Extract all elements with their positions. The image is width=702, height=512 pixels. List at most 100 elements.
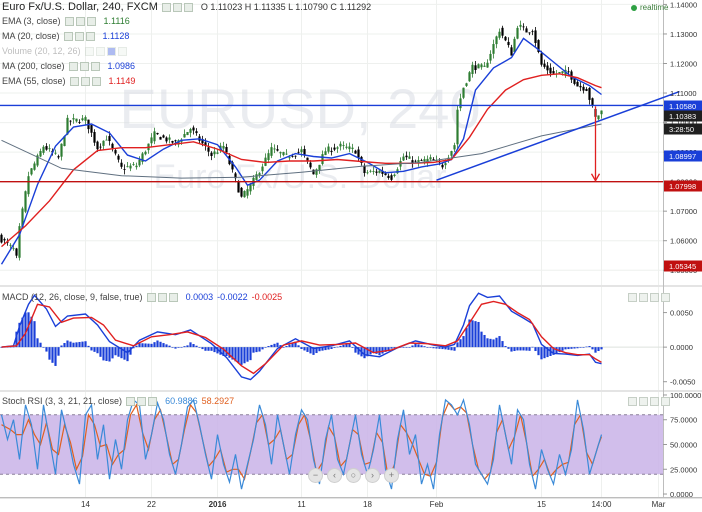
candle-body [429,157,432,160]
legend-row-ma200[interactable]: MA (200, close) 1.0986 [0,60,135,73]
settings-icon[interactable] [137,397,147,406]
macd-hist-bar [504,346,507,348]
macd-hist-bar [177,347,180,348]
macd-hist-bar [252,347,255,353]
candle-body [405,155,408,158]
pane-close-icon[interactable] [661,293,670,302]
legend-row-ema55[interactable]: EMA (55, close) 1.1149 [0,75,135,88]
candle-body [267,153,270,161]
candle-body [255,174,258,180]
pane-down-icon[interactable] [639,397,648,406]
macd-hist-bar [207,347,210,351]
macd-hist-bar [213,347,216,353]
candle-body [552,71,555,74]
price-tag [664,110,702,122]
time-tick-label: 18 [363,500,372,509]
macd-hist-bar [282,347,285,348]
candle-body [327,146,330,152]
settings-icon[interactable] [157,293,167,302]
settings-icon[interactable] [74,32,84,41]
price-tag-label: 1.08997 [669,152,696,161]
macd-hist-bar [84,341,87,348]
candle-body [93,131,96,143]
candle-body [513,38,516,53]
candle-body [57,156,60,158]
legend-row-volume[interactable]: Volume (20, 12, 26) [0,45,131,58]
scroll-left-icon[interactable]: ‹ [327,468,342,483]
candle-body [453,145,456,150]
reset-icon[interactable]: ○ [346,468,361,483]
pane-maximize-icon[interactable] [650,397,659,406]
close-icon[interactable] [91,77,101,86]
pane-down-icon[interactable] [639,293,648,302]
candle-body [381,170,384,174]
macd-hist-bar [162,343,165,348]
legend-row-macd[interactable]: MACD (12, 26, close, 9, false, true) 0.0… [0,291,282,304]
legend-toolbar [84,47,127,56]
macd-hist-bar [216,347,219,354]
candle-body [36,155,39,166]
visibility-toggle-icon[interactable] [69,77,79,86]
legend-name: Volume (20, 12, 26) [2,46,81,56]
settings-icon[interactable] [95,47,105,56]
macd-hist-bar [117,347,120,357]
macd-hist-bar [393,347,396,349]
close-icon[interactable] [117,47,127,56]
visibility-toggle-icon[interactable] [84,47,94,56]
candle-body [330,150,333,152]
macd-hist-bar [597,347,600,352]
symbol-title[interactable]: Euro Fx/U.S. Dollar, 240, FXCM [2,1,158,13]
candle-body [270,147,273,156]
candle-body [12,248,15,250]
hidden-toggle-icon[interactable] [106,47,116,56]
close-icon[interactable] [85,32,95,41]
macd-hist-bar [339,345,342,348]
pane-up-icon[interactable] [628,293,637,302]
settings-icon[interactable] [75,17,85,26]
macd-hist-bar [309,347,312,354]
legend-row-ma20[interactable]: MA (20, close) 1.1128 [0,30,129,43]
candle-body [423,159,426,162]
legend-row-ema3[interactable]: EMA (3, close) 1.1116 [0,15,130,28]
price-tag [664,180,702,192]
zoom-in-icon[interactable]: + [384,468,399,483]
close-icon[interactable] [90,62,100,71]
close-icon[interactable] [168,293,178,302]
pane-up-icon[interactable] [628,397,637,406]
close-icon[interactable] [183,2,193,12]
settings-icon[interactable] [172,2,182,12]
macd-hist-bar [555,347,558,354]
candle-body [534,30,537,44]
close-icon[interactable] [86,17,96,26]
macd-hist-bar [297,345,300,348]
candle-body [363,165,366,174]
settings-icon[interactable] [80,77,90,86]
macd-title: MACD (12, 26, close, 9, false, true) [2,292,143,302]
stoch-k-value: 60.9886 [165,396,198,406]
macd-hist-bar [303,347,306,351]
scroll-right-icon[interactable]: › [365,468,380,483]
macd-hist-bar [228,347,231,358]
macd-hist-bar [12,346,15,348]
legend-row-stoch[interactable]: Stoch RSI (3, 3, 21, 21, close) 60.9886 … [0,395,234,408]
candle-body [345,146,348,148]
visibility-toggle-icon[interactable] [63,32,73,41]
realtime-indicator: realtime [631,3,668,12]
macd-hist-bar [453,347,456,351]
visibility-toggle-icon[interactable] [64,17,74,26]
pane-close-icon[interactable] [661,397,670,406]
legend-toolbar [69,77,101,86]
visibility-toggle-icon[interactable] [146,293,156,302]
pane-maximize-icon[interactable] [650,293,659,302]
candle-body [312,169,315,175]
visibility-toggle-icon[interactable] [126,397,136,406]
close-icon[interactable] [148,397,158,406]
candle-body [156,132,159,135]
watermark-symbol: EURUSD, 240 [119,77,480,140]
visibility-toggle-icon[interactable] [68,62,78,71]
zoom-out-icon[interactable]: − [308,468,323,483]
settings-icon[interactable] [79,62,89,71]
visibility-toggle-icon[interactable] [161,2,171,12]
macd-hist-bar [573,347,576,349]
